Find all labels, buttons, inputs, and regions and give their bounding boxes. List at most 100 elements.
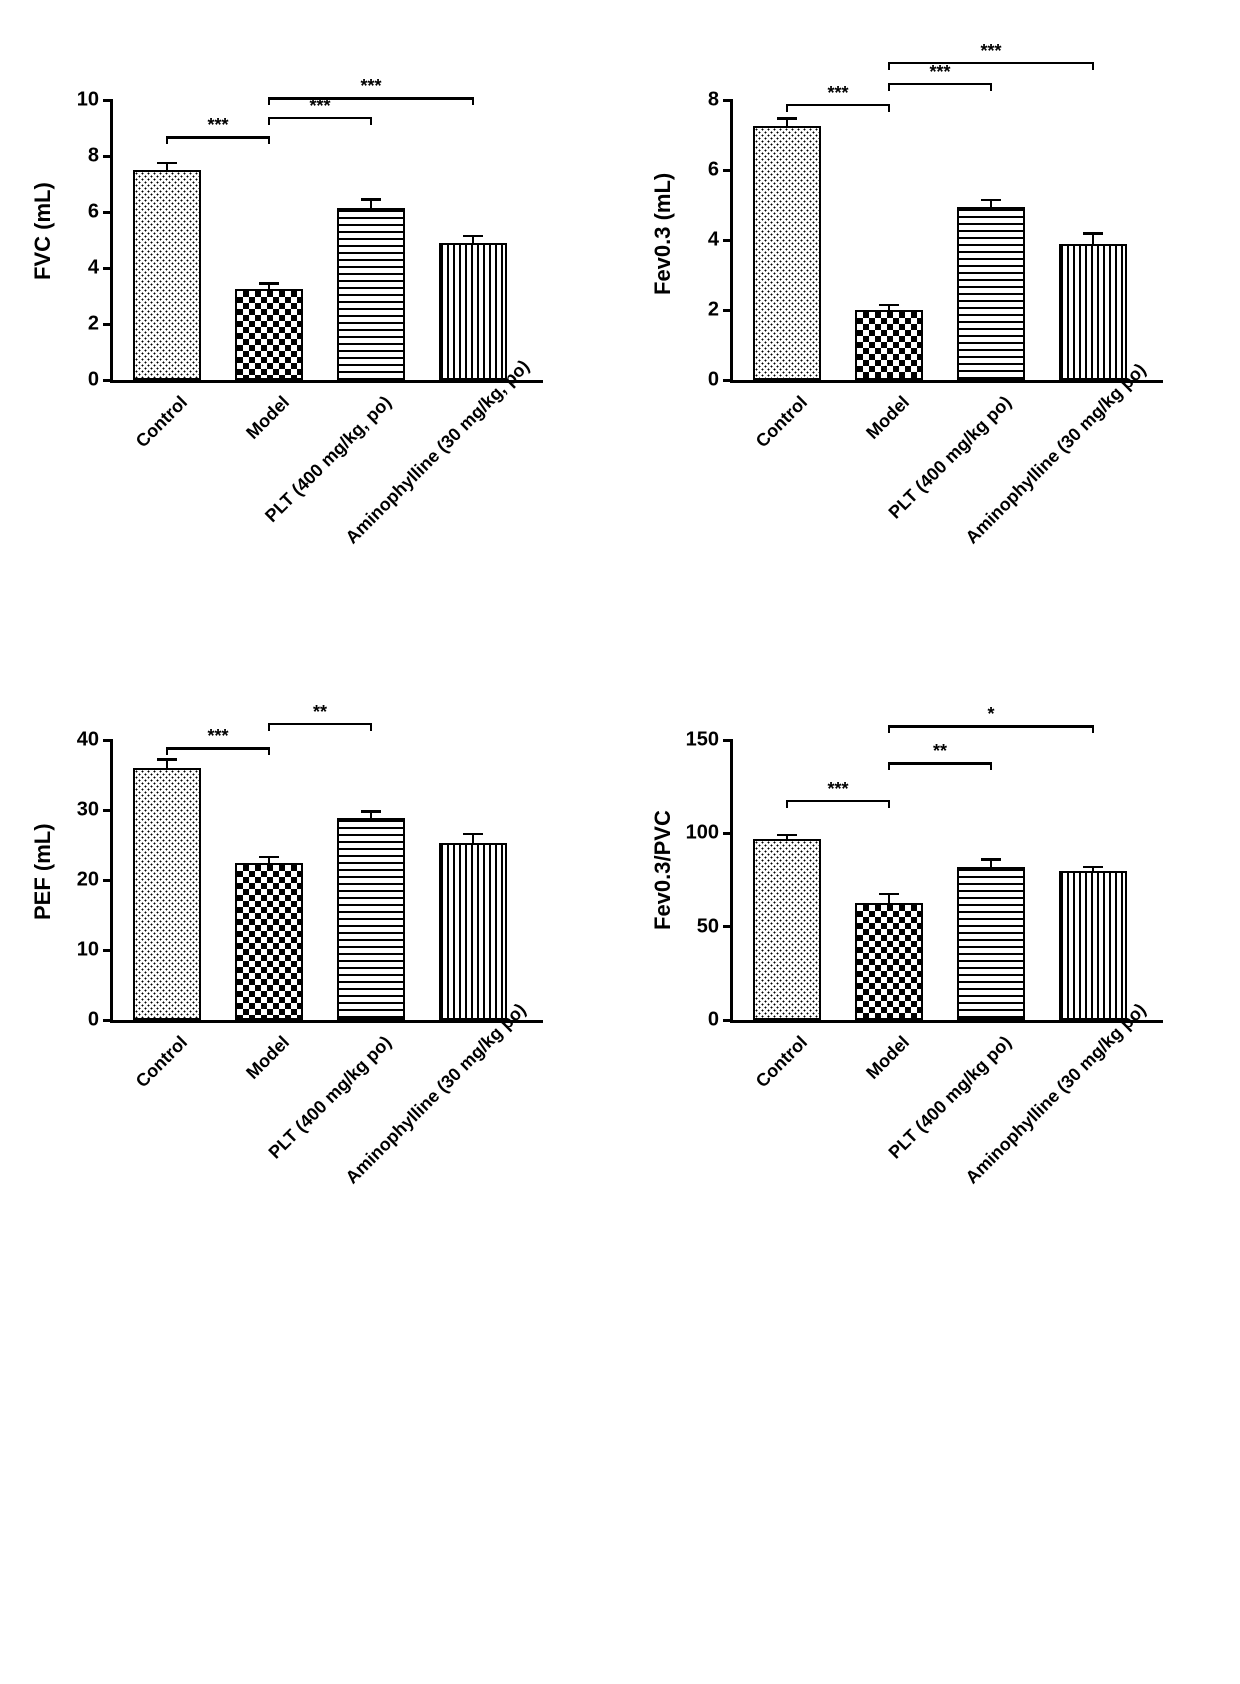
significance-tick: [990, 83, 993, 91]
error-bar: [1092, 234, 1095, 244]
y-tick: [723, 925, 733, 928]
error-cap: [157, 758, 177, 761]
significance-tick: [268, 117, 271, 125]
significance-stars: **: [313, 702, 327, 723]
y-tick-label: 40: [77, 729, 99, 752]
y-tick-label: 4: [708, 229, 719, 252]
significance-tick: [888, 762, 891, 770]
error-cap: [1083, 232, 1103, 235]
y-tick-label: 30: [77, 799, 99, 822]
plot-area: 02468ControlModelPLT (400 mg/kg po)Amino…: [730, 100, 1163, 383]
significance-stars: ***: [929, 62, 950, 83]
significance-tick: [1092, 725, 1095, 733]
significance-tick: [1092, 62, 1095, 70]
significance-tick: [370, 723, 373, 731]
y-tick: [723, 379, 733, 382]
bar: [957, 867, 1025, 1020]
error-cap: [259, 856, 279, 859]
y-tick: [723, 99, 733, 102]
plot-area: 010203040ControlModelPLT (400 mg/kg po)A…: [110, 740, 543, 1023]
significance-line: [269, 117, 371, 120]
significance-tick: [786, 104, 789, 112]
bar: [337, 818, 405, 1020]
significance-line: [787, 800, 889, 803]
bar: [1059, 244, 1127, 381]
significance-tick: [990, 762, 993, 770]
significance-stars: ***: [827, 83, 848, 104]
y-tick: [723, 309, 733, 312]
y-tick-label: 4: [88, 257, 99, 280]
significance-line: [889, 83, 991, 86]
bar: [439, 243, 507, 380]
y-tick: [103, 879, 113, 882]
y-tick-label: 20: [77, 869, 99, 892]
plot-area: 050100150ControlModelPLT (400 mg/kg po)A…: [730, 740, 1163, 1023]
y-tick: [103, 739, 113, 742]
y-axis-label: FVC (mL): [30, 182, 56, 280]
significance-stars: ***: [360, 76, 381, 97]
significance-tick: [472, 97, 475, 105]
y-tick: [103, 949, 113, 952]
error-cap: [879, 304, 899, 307]
y-tick: [103, 379, 113, 382]
error-bar: [370, 199, 373, 207]
y-tick-label: 10: [77, 939, 99, 962]
chart-panel-pef: PEF (mL)010203040ControlModelPLT (400 mg…: [20, 660, 580, 1200]
chart-panel-fev03pvc: Fev0.3/PVC 050100150ControlModelPLT (400 …: [640, 660, 1200, 1200]
significance-tick: [166, 747, 169, 755]
error-cap: [777, 834, 797, 837]
error-bar: [166, 760, 169, 768]
y-tick-label: 2: [708, 299, 719, 322]
error-bar: [472, 834, 475, 843]
y-tick: [103, 809, 113, 812]
significance-stars: ***: [980, 41, 1001, 62]
bar: [957, 207, 1025, 380]
error-bar: [888, 894, 891, 903]
significance-tick: [888, 104, 891, 112]
y-axis-label: Fev0.3/PVC: [650, 810, 676, 930]
significance-line: [167, 136, 269, 139]
y-tick-label: 0: [708, 369, 719, 392]
error-cap: [361, 198, 381, 201]
bar: [133, 768, 201, 1020]
error-cap: [463, 833, 483, 836]
bar: [337, 208, 405, 380]
bar: [235, 289, 303, 380]
y-tick-label: 0: [88, 1009, 99, 1032]
y-tick-label: 8: [88, 145, 99, 168]
significance-tick: [268, 97, 271, 105]
bar: [855, 903, 923, 1020]
chart-panel-fev03: Fev0.3 (mL)02468ControlModelPLT (400 mg/…: [640, 20, 1200, 560]
significance-tick: [268, 136, 271, 144]
bar: [753, 839, 821, 1020]
bar: [1059, 871, 1127, 1020]
significance-tick: [370, 117, 373, 125]
significance-stars: ***: [827, 779, 848, 800]
error-cap: [777, 117, 797, 120]
y-tick: [723, 832, 733, 835]
error-cap: [879, 893, 899, 896]
significance-tick: [166, 136, 169, 144]
error-cap: [463, 235, 483, 238]
significance-stars: **: [933, 741, 947, 762]
y-tick: [103, 211, 113, 214]
y-tick-label: 10: [77, 89, 99, 112]
y-tick: [103, 155, 113, 158]
bar: [855, 310, 923, 380]
significance-stars: *: [987, 704, 994, 725]
y-tick: [103, 323, 113, 326]
y-tick-label: 50: [697, 915, 719, 938]
y-tick: [723, 1019, 733, 1022]
chart-grid: FVC (mL)0246810ControlModelPLT (400 mg/k…: [20, 20, 1220, 1200]
significance-stars: ***: [207, 726, 228, 747]
y-tick: [723, 739, 733, 742]
error-cap: [157, 162, 177, 165]
significance-line: [889, 725, 1093, 728]
significance-line: [269, 97, 473, 100]
bar: [133, 170, 201, 380]
y-tick-label: 150: [686, 729, 719, 752]
bar: [439, 843, 507, 1020]
significance-line: [787, 104, 889, 107]
significance-line: [269, 723, 371, 726]
significance-tick: [786, 800, 789, 808]
